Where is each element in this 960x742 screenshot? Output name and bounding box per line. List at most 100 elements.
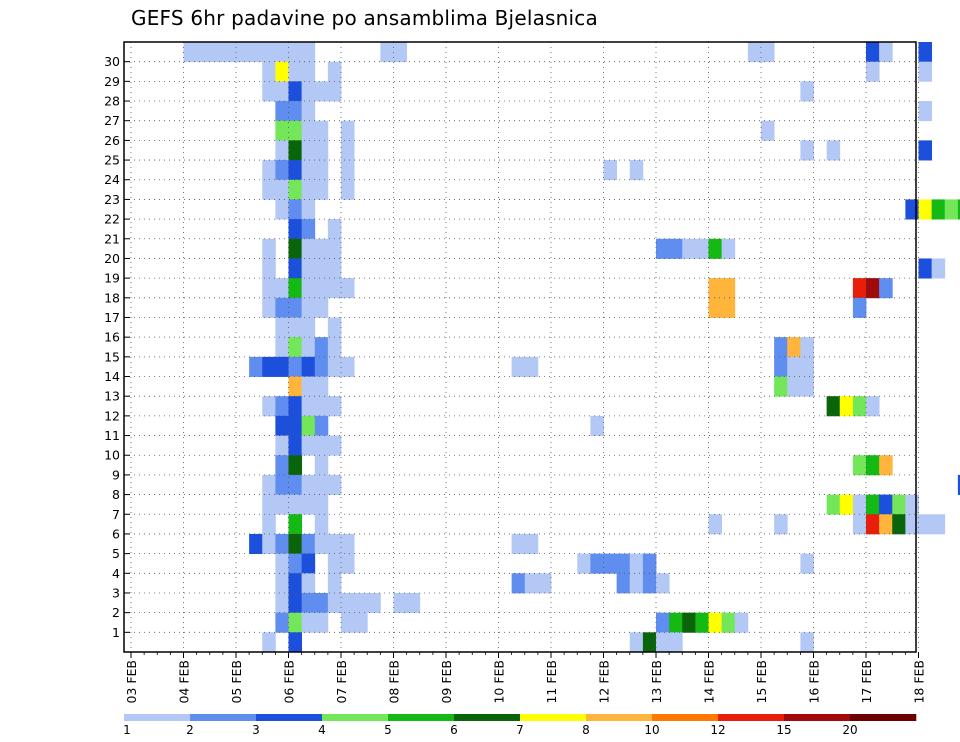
- y-tick-label: 19: [104, 271, 120, 286]
- precip-cell: [327, 337, 342, 358]
- x-tick-label: 15 FEB: [754, 660, 769, 704]
- precip-cell: [249, 533, 263, 555]
- precip-cell: [642, 573, 657, 594]
- precip-cell: [275, 612, 289, 633]
- precip-cell: [629, 573, 644, 594]
- precip-cell: [879, 278, 893, 299]
- precip-cell: [852, 514, 867, 535]
- precip-cell: [892, 494, 906, 515]
- precip-cell: [301, 238, 316, 259]
- precip-cell: [380, 42, 394, 63]
- precip-cell: [275, 297, 289, 318]
- legend-label: 20: [842, 723, 857, 737]
- legend-label: 7: [516, 723, 524, 737]
- precip-cell: [262, 632, 276, 653]
- y-tick-label: 18: [104, 290, 120, 305]
- precip-cell: [787, 376, 801, 397]
- precip-cell: [787, 356, 801, 377]
- precip-cell: [327, 396, 342, 417]
- precip-cell: [669, 632, 683, 653]
- x-tick-label: 11 FEB: [544, 660, 559, 704]
- y-tick-label: 23: [104, 192, 120, 207]
- precip-cell: [327, 317, 342, 338]
- precip-cell: [301, 533, 316, 555]
- precip-cell: [262, 160, 276, 181]
- precip-cell: [656, 612, 670, 633]
- precip-cell: [629, 160, 644, 181]
- precip-cell: [314, 396, 329, 417]
- precip-cell: [288, 474, 303, 495]
- precip-cell: [314, 140, 329, 161]
- precip-cell: [774, 337, 788, 358]
- precip-cell: [327, 219, 342, 240]
- precip-cell: [275, 61, 289, 82]
- precip-cell: [262, 356, 276, 377]
- precip-cell: [314, 376, 329, 397]
- precip-cell: [800, 356, 814, 377]
- precip-cell: [327, 238, 342, 259]
- y-tick-label: 12: [104, 408, 120, 423]
- precip-cell: [275, 553, 289, 574]
- precip-cell: [341, 612, 355, 633]
- precip-cell: [288, 494, 303, 515]
- precip-cell: [524, 573, 539, 594]
- precip-cell: [275, 81, 289, 102]
- precip-cell: [682, 238, 696, 259]
- precip-cell: [288, 396, 303, 417]
- precip-cell: [275, 494, 289, 515]
- precip-cell: [747, 42, 762, 63]
- precip-cell: [275, 474, 289, 495]
- precip-cell: [275, 140, 289, 161]
- precip-cell: [341, 533, 355, 555]
- precip-cell: [275, 317, 289, 338]
- precip-cell: [327, 553, 342, 574]
- precip-cell: [301, 140, 316, 161]
- precip-cell: [288, 415, 303, 436]
- legend-swatch: [124, 714, 191, 721]
- precip-cell: [288, 592, 303, 614]
- precip-cell: [314, 514, 329, 535]
- precip-cell: [275, 573, 289, 594]
- precip-cell: [262, 297, 276, 318]
- precip-cell: [800, 81, 814, 102]
- precip-cell: [629, 632, 644, 653]
- y-tick-label: 15: [104, 349, 120, 364]
- precip-cell: [367, 592, 381, 614]
- precip-cell: [314, 474, 329, 495]
- legend-swatch: [322, 714, 389, 721]
- precip-cell: [288, 81, 303, 102]
- precip-cell: [288, 297, 303, 318]
- precip-cell: [511, 573, 526, 594]
- legend-swatch: [784, 714, 851, 721]
- precip-cell: [301, 553, 316, 574]
- precip-cell: [314, 612, 329, 633]
- precip-cell: [314, 494, 329, 515]
- precip-cell: [301, 160, 316, 181]
- precip-cell: [800, 553, 814, 574]
- precip-cell: [957, 199, 960, 220]
- precip-cell: [590, 415, 604, 436]
- precip-cell: [341, 592, 355, 614]
- y-tick-label: 10: [104, 448, 120, 463]
- precip-cell: [288, 278, 303, 299]
- x-tick-label: 17 FEB: [859, 660, 874, 704]
- precip-cell: [301, 474, 316, 495]
- precip-cell: [301, 356, 316, 377]
- precip-cell: [695, 612, 709, 633]
- y-tick-label: 22: [104, 212, 120, 227]
- y-tick-label: 1: [112, 625, 120, 640]
- precip-cell: [918, 199, 933, 220]
- legend-label: 2: [186, 723, 194, 737]
- precip-cell: [669, 612, 683, 633]
- precip-cell: [656, 238, 670, 259]
- precip-cell: [209, 42, 224, 63]
- precip-cell: [341, 120, 355, 141]
- precip-cell: [288, 632, 303, 653]
- precip-cell: [301, 376, 316, 397]
- precip-cell: [288, 179, 303, 200]
- precip-cell: [341, 140, 355, 161]
- precip-cell: [262, 81, 276, 102]
- y-tick-label: 7: [112, 507, 120, 522]
- precip-cell: [288, 435, 303, 456]
- precip-cell: [314, 455, 329, 476]
